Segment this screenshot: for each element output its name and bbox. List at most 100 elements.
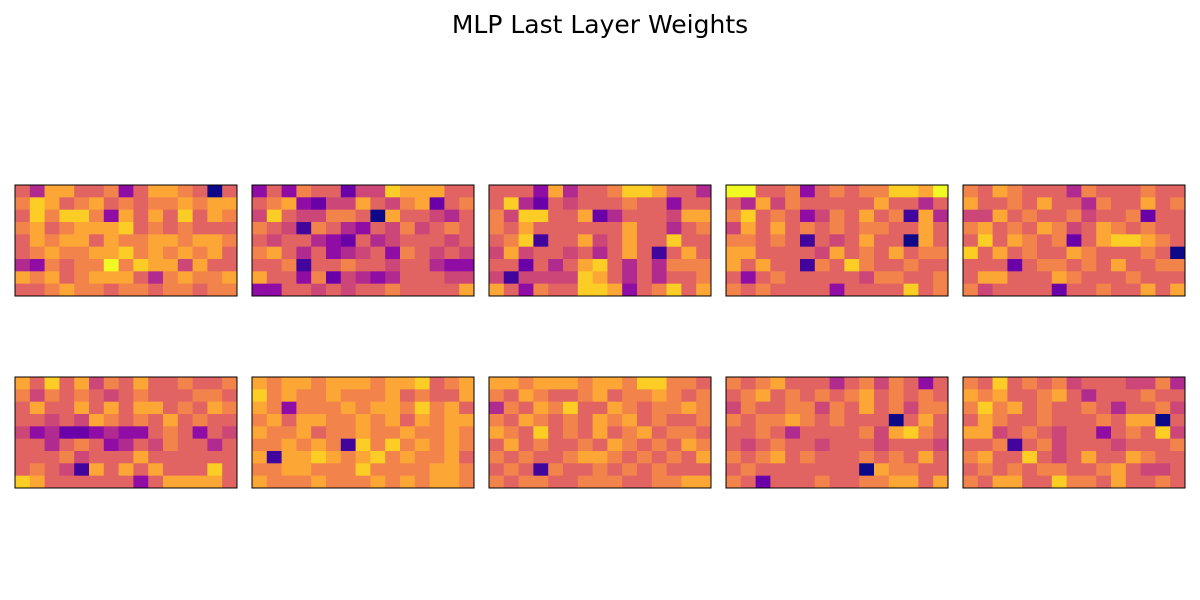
heatmap-cell bbox=[222, 185, 238, 198]
heatmap-cell bbox=[1140, 451, 1156, 464]
heatmap-cell bbox=[1125, 283, 1142, 297]
heatmap-cell bbox=[918, 246, 934, 260]
heatmap-cell bbox=[177, 475, 194, 489]
heatmap-cell bbox=[681, 451, 697, 464]
heatmap-cell bbox=[829, 185, 845, 198]
heatmap-cell bbox=[844, 234, 860, 248]
heatmap-cell bbox=[207, 426, 223, 440]
heatmap-cell bbox=[118, 414, 134, 427]
heatmap-cell bbox=[400, 197, 416, 211]
heatmap-cell bbox=[740, 209, 757, 223]
heatmap-cell bbox=[1125, 414, 1142, 427]
heatmap-cell bbox=[400, 401, 416, 415]
heatmap-cell bbox=[874, 185, 890, 198]
panel-frame bbox=[488, 376, 712, 489]
heatmap-cell bbox=[1066, 222, 1082, 235]
heatmap-cell bbox=[637, 222, 653, 235]
heatmap-panel-2 bbox=[251, 184, 475, 297]
heatmap-cell bbox=[163, 475, 179, 489]
heatmap-cell bbox=[1170, 271, 1186, 285]
heatmap-cell bbox=[400, 389, 416, 403]
heatmap-cell bbox=[1125, 389, 1142, 403]
heatmap-cell bbox=[977, 451, 994, 464]
heatmap-cell bbox=[963, 426, 979, 440]
heatmap-cell bbox=[844, 426, 860, 440]
heatmap-cell bbox=[1081, 197, 1097, 211]
heatmap-cell bbox=[977, 234, 994, 248]
heatmap-cell bbox=[859, 451, 875, 464]
heatmap-cell bbox=[1170, 222, 1186, 235]
heatmap-cell bbox=[874, 475, 890, 489]
heatmap-cell bbox=[503, 438, 520, 452]
heatmap-cell bbox=[622, 271, 638, 285]
heatmap-cell bbox=[89, 197, 105, 211]
heatmap-cell bbox=[829, 197, 845, 211]
heatmap-cell bbox=[666, 401, 682, 415]
heatmap-cell bbox=[992, 463, 1008, 477]
heatmap-cell bbox=[326, 283, 342, 297]
heatmap-cell bbox=[326, 426, 342, 440]
heatmap-cell bbox=[340, 475, 357, 489]
heatmap-cell bbox=[977, 209, 994, 223]
heatmap-cell bbox=[281, 234, 297, 248]
heatmap-cell bbox=[44, 246, 60, 260]
heatmap-cell bbox=[177, 185, 194, 198]
heatmap-cell bbox=[518, 209, 534, 223]
heatmap-cell bbox=[563, 389, 579, 403]
heatmap-cell bbox=[503, 463, 520, 477]
heatmap-cell bbox=[192, 234, 208, 248]
heatmap-cell bbox=[533, 185, 549, 198]
heatmap-cell bbox=[74, 197, 90, 211]
heatmap-cell bbox=[681, 283, 697, 297]
heatmap-cell bbox=[1066, 451, 1082, 464]
heatmap-cell bbox=[370, 414, 386, 427]
heatmap-cell bbox=[59, 438, 75, 452]
heatmap-cell bbox=[607, 283, 623, 297]
heatmap-cell bbox=[222, 451, 238, 464]
heatmap-cell bbox=[340, 377, 357, 390]
heatmap-cell bbox=[1155, 259, 1171, 272]
heatmap-cell bbox=[103, 234, 120, 248]
heatmap-cell bbox=[29, 197, 46, 211]
heatmap-cell bbox=[518, 401, 534, 415]
heatmap-cell bbox=[103, 283, 120, 297]
heatmap-cell bbox=[770, 451, 786, 464]
heatmap-cell bbox=[1022, 209, 1038, 223]
heatmap-cell bbox=[252, 401, 268, 415]
heatmap-cell bbox=[726, 438, 742, 452]
heatmap-cell bbox=[133, 438, 149, 452]
heatmap-cell bbox=[963, 475, 979, 489]
heatmap-cell bbox=[696, 426, 712, 440]
heatmap-cell bbox=[1111, 271, 1127, 285]
heatmap-cell bbox=[874, 246, 890, 260]
heatmap-cell bbox=[859, 209, 875, 223]
heatmap-cell bbox=[326, 438, 342, 452]
heatmap-cell bbox=[533, 414, 549, 427]
heatmap-cell bbox=[252, 463, 268, 477]
heatmap-cell bbox=[592, 234, 608, 248]
panel-frame bbox=[725, 184, 949, 297]
heatmap-cell bbox=[622, 197, 638, 211]
heatmap-cell bbox=[489, 401, 505, 415]
heatmap-cell bbox=[326, 414, 342, 427]
heatmap-cell bbox=[1140, 222, 1156, 235]
heatmap-cell bbox=[548, 475, 564, 489]
heatmap-cell bbox=[489, 463, 505, 477]
heatmap-cell bbox=[1170, 426, 1186, 440]
heatmap-cell bbox=[148, 222, 164, 235]
heatmap-cell bbox=[385, 259, 401, 272]
heatmap-cell bbox=[1007, 259, 1023, 272]
heatmap-cell bbox=[637, 451, 653, 464]
heatmap-cell bbox=[755, 283, 771, 297]
heatmap-cell bbox=[518, 414, 534, 427]
heatmap-cell bbox=[651, 438, 668, 452]
heatmap-cell bbox=[385, 234, 401, 248]
heatmap-cell bbox=[1066, 271, 1082, 285]
heatmap-cell bbox=[844, 438, 860, 452]
heatmap-cell bbox=[296, 209, 312, 223]
heatmap-cell bbox=[651, 451, 668, 464]
heatmap-cell bbox=[1170, 451, 1186, 464]
heatmap-cell bbox=[385, 222, 401, 235]
heatmap-cell bbox=[785, 426, 801, 440]
heatmap-cell bbox=[1081, 234, 1097, 248]
